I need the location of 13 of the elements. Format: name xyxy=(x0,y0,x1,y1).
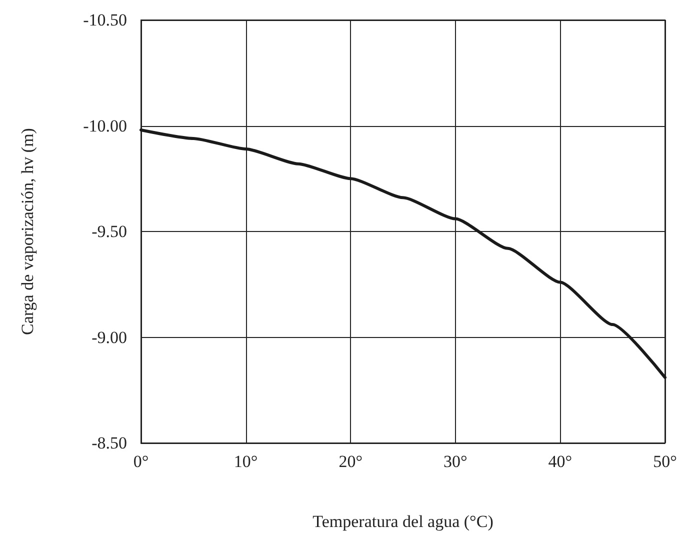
x-tick-label: 20° xyxy=(338,452,363,471)
x-tick-label: 30° xyxy=(443,452,468,471)
y-axis-title: Carga de vaporización, hv (m) xyxy=(18,128,37,335)
x-axis-title: Temperatura del agua (°C) xyxy=(312,512,494,531)
x-tick-label: 10° xyxy=(234,452,258,471)
x-tick-label: 50° xyxy=(653,452,677,471)
y-tick-label: -10.50 xyxy=(83,10,127,30)
x-tick-label: 0° xyxy=(133,452,149,471)
y-tick-label: -10.00 xyxy=(83,116,127,136)
y-tick-label: -8.50 xyxy=(92,434,127,452)
x-tick-label: 40° xyxy=(548,452,572,471)
y-tick-label: -9.00 xyxy=(92,328,127,347)
y-tick-label: -9.50 xyxy=(92,222,127,241)
